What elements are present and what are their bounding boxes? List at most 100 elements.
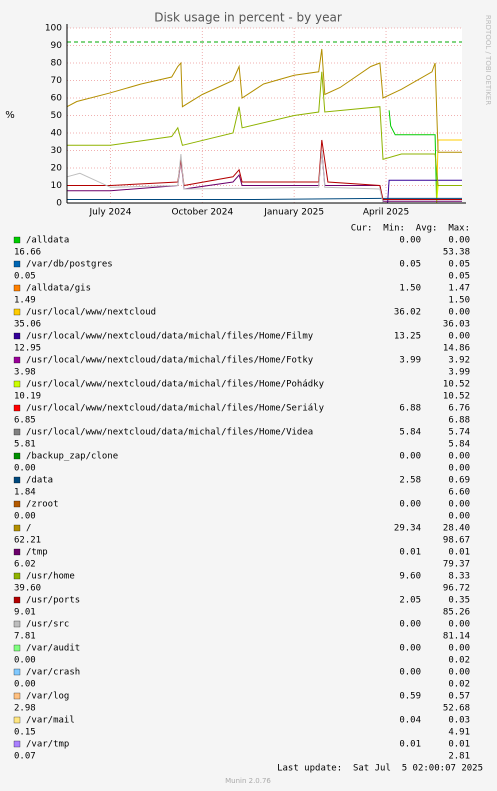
y-tick-label: 40	[51, 129, 63, 139]
legend-value: 6.88	[399, 404, 421, 414]
legend-swatch	[13, 452, 21, 460]
legend-value: 0.02	[448, 656, 470, 666]
legend-value: 35.06	[14, 320, 41, 330]
legend-value: 36.03	[443, 320, 470, 330]
legend-value: 2.98	[14, 704, 36, 714]
legend-value: 6.85	[14, 416, 36, 426]
legend-swatch	[13, 548, 21, 556]
legend-name: /usr/local/www/nextcloud	[26, 308, 156, 318]
legend-value: 1.49	[14, 296, 36, 306]
legend-value: 0.59	[399, 692, 421, 702]
legend-value: 0.00	[448, 500, 470, 510]
legend-value: 10.19	[14, 392, 41, 402]
legend-value: 0.00	[448, 452, 470, 462]
legend-value: 3.99	[399, 356, 421, 366]
y-tick-label: 50	[51, 111, 63, 121]
legend-value: 9.60	[399, 572, 421, 582]
y-axis-label: %	[5, 110, 15, 121]
legend-name: /usr/local/www/nextcloud/data/michal/fil…	[26, 380, 325, 390]
legend-swatch	[13, 308, 21, 316]
y-tick-label: 100	[45, 24, 62, 34]
legend-value: 6.02	[14, 560, 36, 570]
legend-swatch	[13, 332, 21, 340]
legend-value: 0.00	[14, 656, 36, 666]
legend-value: 5.74	[448, 428, 470, 438]
y-tick-label: 60	[51, 94, 63, 104]
legend-value: 0.00	[399, 620, 421, 630]
legend-name: /usr/ports	[26, 596, 80, 606]
legend-name: /var/mail	[26, 716, 75, 726]
legend-name: /alldata	[26, 236, 69, 246]
legend-value: 0.03	[448, 716, 470, 726]
legend-value: 1.50	[448, 296, 470, 306]
y-tick-label: 0	[56, 199, 62, 209]
legend-swatch	[13, 740, 21, 748]
legend-value: 85.26	[443, 608, 470, 618]
legend-value: 0.01	[399, 740, 421, 750]
legend-name: /usr/local/www/nextcloud/data/michal/fil…	[26, 404, 325, 414]
legend-value: 0.00	[399, 644, 421, 654]
legend-value: 2.81	[448, 752, 470, 762]
legend-value: 52.68	[443, 704, 470, 714]
series-line	[66, 48, 462, 153]
legend-value: 62.21	[14, 536, 41, 546]
legend-value: 0.02	[448, 680, 470, 690]
legend-name: /data	[26, 476, 53, 486]
legend-value: 0.07	[14, 752, 36, 762]
legend-name: /usr/home	[26, 572, 75, 582]
legend-value: 7.81	[14, 632, 36, 642]
legend-swatch	[13, 644, 21, 652]
legend-swatch	[13, 476, 21, 484]
footer: Munin 2.0.76	[225, 777, 271, 785]
legend-value: 0.05	[448, 272, 470, 282]
legend-name: /var/log	[26, 692, 69, 702]
legend-name: /var/crash	[26, 668, 80, 678]
legend-value: 1.50	[399, 284, 421, 294]
legend-value: 5.81	[14, 440, 36, 450]
y-tick-label: 70	[51, 76, 63, 86]
legend-header: Cur: Min: Avg: Max:	[351, 224, 470, 234]
legend-value: 79.37	[443, 560, 470, 570]
legend-value: 0.00	[448, 308, 470, 318]
x-tick-label: October 2024	[171, 208, 233, 218]
legend-value: 0.00	[448, 464, 470, 474]
x-tick-label: July 2024	[89, 208, 132, 218]
legend-value: 0.04	[399, 716, 421, 726]
legend-value: 0.15	[14, 728, 36, 738]
legend-value: 3.99	[448, 368, 470, 378]
legend-name: /zroot	[26, 500, 59, 510]
legend-value: 0.00	[399, 500, 421, 510]
legend-swatch	[13, 236, 21, 244]
plot-area	[67, 28, 462, 203]
y-tick-label: 30	[51, 146, 63, 156]
legend-value: 0.69	[448, 476, 470, 486]
y-tick-label: 10	[51, 181, 63, 191]
legend-value: 53.38	[443, 248, 470, 258]
legend-value: 0.01	[448, 740, 470, 750]
legend-swatch	[13, 692, 21, 700]
x-tick-label: January 2025	[263, 208, 324, 218]
side-text: RRDTOOL / TOBI OETIKER	[484, 15, 492, 105]
legend-name: /tmp	[26, 548, 48, 558]
series-line	[67, 197, 462, 200]
legend-swatch	[13, 668, 21, 676]
legend-swatch	[13, 716, 21, 724]
legend-value: 0.00	[448, 332, 470, 342]
legend-name: /var/db/postgres	[26, 260, 113, 270]
legend-value: 0.05	[14, 272, 36, 282]
legend-swatch	[13, 500, 21, 508]
legend-name: /usr/local/www/nextcloud/data/michal/fil…	[26, 356, 314, 366]
legend-value: 28.40	[443, 524, 470, 534]
legend-value: 3.92	[448, 356, 470, 366]
legend-value: 14.86	[443, 344, 470, 354]
legend-value: 81.14	[443, 632, 470, 642]
legend-swatch	[13, 428, 21, 436]
legend-swatch	[13, 284, 21, 292]
series-line	[66, 150, 462, 204]
x-tick-label: April 2025	[363, 208, 409, 218]
legend-value: 9.01	[14, 608, 36, 618]
legend-value: 10.52	[443, 392, 470, 402]
legend-value: 0.01	[399, 548, 421, 558]
legend-name: /backup_zap/clone	[26, 452, 118, 462]
legend-name: /usr/local/www/nextcloud/data/michal/fil…	[26, 428, 313, 438]
